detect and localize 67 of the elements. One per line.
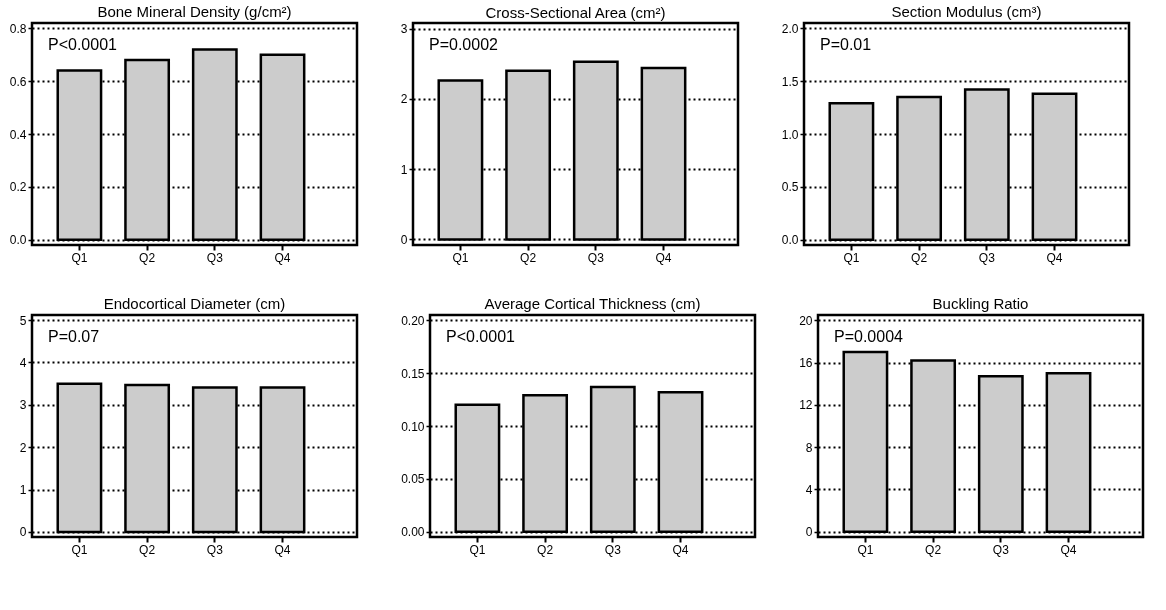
x-tick-label: Q2	[537, 542, 554, 557]
x-tick-label: Q4	[672, 542, 689, 557]
y-tick-label: 0	[19, 525, 27, 540]
x-tick-label: Q2	[911, 250, 928, 265]
x-tick-label: Q3	[604, 542, 622, 557]
x-tick-label: Q3	[587, 250, 605, 265]
chart-title: Cross-Sectional Area (cm²)	[485, 3, 666, 21]
annotation: P=0.01	[820, 36, 872, 53]
x-tick-label: Q1	[71, 250, 88, 265]
x-tick-label: Q4	[274, 250, 291, 265]
y-tick-label: 0.2	[9, 180, 27, 195]
y-tick-label: 1	[19, 483, 27, 498]
y-tick-label: 20	[799, 313, 813, 328]
chart-title: Bone Mineral Density (g/cm²)	[97, 3, 292, 21]
x-tick-label: Q1	[469, 542, 486, 557]
x-tick-label: Q2	[139, 542, 156, 557]
annotation: P=0.0004	[834, 328, 904, 345]
x-tick-label: Q1	[452, 250, 469, 265]
x-tick-label: Q3	[206, 250, 224, 265]
x-tick-label: Q1	[857, 542, 874, 557]
x-tick-label: Q3	[206, 542, 224, 557]
chart-title: Section Modulus (cm³)	[891, 3, 1042, 21]
x-tick-label: Q2	[139, 250, 156, 265]
annotation: P=0.07	[48, 328, 100, 345]
x-tick-label: Q3	[978, 250, 996, 265]
y-tick-label: 2	[19, 440, 27, 455]
y-tick-label: 2.0	[781, 21, 799, 36]
annotation: P=0.0002	[429, 36, 499, 53]
y-tick-label: 0.05	[401, 472, 425, 487]
y-tick-label: 5	[19, 313, 27, 328]
x-tick-label: Q3	[992, 542, 1010, 557]
y-tick-label: 0.0	[9, 233, 27, 248]
y-tick-label: 0.5	[781, 180, 799, 195]
y-tick-label: 4	[19, 355, 27, 370]
y-tick-label: 0.6	[9, 74, 27, 89]
y-tick-label: 0.0	[781, 233, 799, 248]
x-tick-label: Q4	[274, 542, 291, 557]
y-tick-label: 12	[799, 398, 813, 413]
y-tick-label: 1	[400, 162, 408, 177]
y-tick-label: 0.20	[401, 313, 425, 328]
x-tick-label: Q2	[925, 542, 942, 557]
y-tick-label: 0.10	[401, 419, 425, 434]
annotation: P<0.0001	[446, 328, 516, 345]
y-tick-label: 1.5	[781, 74, 799, 89]
chart-title: Buckling Ratio	[932, 295, 1029, 313]
y-tick-label: 0.8	[9, 21, 27, 36]
y-tick-label: 0.15	[401, 366, 425, 381]
x-tick-label: Q2	[520, 250, 537, 265]
y-tick-label: 1.0	[781, 127, 799, 142]
x-tick-label: Q4	[1046, 250, 1063, 265]
y-tick-label: 0	[805, 525, 813, 540]
y-tick-label: 0.00	[401, 525, 425, 540]
y-tick-label: 0.4	[9, 127, 27, 142]
y-tick-label: 0	[400, 232, 408, 247]
x-tick-label: Q4	[1060, 542, 1077, 557]
x-tick-label: Q1	[843, 250, 860, 265]
x-tick-label: Q1	[71, 542, 88, 557]
chart-title: Average Cortical Thickness (cm)	[484, 295, 701, 313]
y-tick-label: 3	[400, 22, 408, 37]
y-tick-label: 8	[805, 440, 813, 455]
y-tick-label: 16	[799, 356, 813, 371]
annotation: P<0.0001	[48, 36, 118, 53]
chart-title: Endocortical Diameter (cm)	[103, 295, 286, 313]
x-tick-label: Q4	[655, 250, 672, 265]
y-tick-label: 2	[400, 92, 408, 107]
y-tick-label: 3	[19, 398, 27, 413]
y-tick-label: 4	[805, 482, 813, 497]
